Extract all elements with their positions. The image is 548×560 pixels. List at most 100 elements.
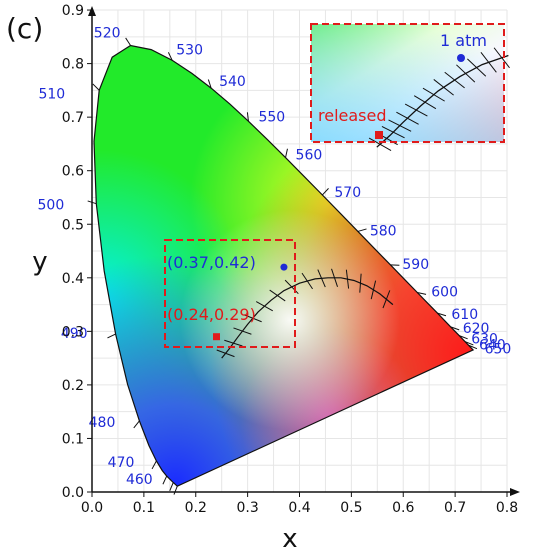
wavelength-label-540: 540 (219, 74, 246, 90)
zoom-region-box (164, 239, 296, 348)
y-axis-title: y (32, 247, 47, 277)
x-axis-ticks: 0.0 0.1 0.2 0.3 0.4 0.5 0.6 0.7 0.8 (81, 492, 518, 516)
planckian-isotherm (317, 269, 326, 288)
inset-isotherm (493, 47, 510, 69)
wavelength-label-510: 510 (38, 86, 65, 102)
locus-tick (151, 460, 157, 470)
x-tick-label: 0.0 (81, 500, 103, 516)
inset-isotherm (456, 64, 476, 83)
x-tick-label: 0.2 (185, 500, 207, 516)
locus-tick (162, 475, 168, 485)
point-label-1atm: (0.37,0.42) (167, 253, 256, 272)
planckian-isotherm (224, 339, 243, 347)
wavelength-label-550: 550 (258, 109, 285, 125)
locus-tick (357, 228, 367, 232)
y-axis-ticks: 0.0 0.1 0.2 0.3 0.4 0.5 0.6 0.7 0.8 0.9 (62, 3, 92, 501)
locus-tick (169, 482, 174, 492)
locus-tick (450, 326, 460, 331)
wavelength-label-500: 500 (38, 198, 65, 214)
wavelength-label-480: 480 (89, 415, 116, 431)
y-tick-label: 0.2 (62, 378, 84, 394)
inset-point-1atm (457, 54, 465, 62)
inset-isotherm (368, 137, 392, 151)
planckian-locus (221, 277, 394, 359)
inset-isotherm (381, 126, 405, 139)
x-tick-label: 0.6 (392, 500, 414, 516)
wavelength-label-590: 590 (402, 257, 429, 273)
inset-isotherm (433, 79, 454, 96)
wavelength-label-460: 460 (126, 472, 153, 488)
planckian-ticks (216, 268, 391, 358)
inset-label-released: released (318, 106, 387, 125)
y-tick-label: 0.8 (62, 57, 84, 73)
planckian-isotherm (359, 273, 362, 293)
wavelength-label-530: 530 (176, 42, 203, 58)
point-1atm (280, 263, 288, 271)
wavelength-label-580: 580 (370, 223, 397, 239)
locus-tick (246, 112, 249, 122)
y-tick-label: 0.6 (62, 164, 84, 180)
inset-label-1atm: 1 atm (440, 31, 487, 50)
planckian-isotherm (233, 327, 252, 335)
locus-tick (173, 485, 178, 495)
x-tick-label: 0.3 (236, 500, 258, 516)
y-tick-label: 0.1 (62, 431, 84, 447)
wavelength-label-470: 470 (108, 455, 135, 471)
y-tick-label: 0.3 (62, 324, 84, 340)
wavelength-label-560: 560 (296, 148, 323, 164)
wavelength-label-650: 650 (485, 341, 512, 357)
inset-frame (310, 23, 505, 143)
y-tick-label: 0.4 (62, 271, 84, 287)
inset-isotherm (467, 58, 487, 77)
y-tick-label: 0.9 (62, 3, 84, 19)
locus-tick (322, 188, 329, 196)
locus-tick (167, 52, 173, 61)
inset-isotherm (413, 95, 437, 110)
point-released (213, 333, 220, 341)
locus-tick (107, 333, 116, 339)
panel-label: (c) (6, 12, 43, 45)
data-points (213, 263, 288, 341)
y-tick-label: 0.5 (62, 217, 84, 233)
locus-tick (459, 335, 468, 340)
inset-isotherm (396, 111, 419, 125)
wavelength-label-600: 600 (431, 285, 458, 301)
locus-tick (92, 83, 100, 91)
planckian-isotherm (269, 289, 286, 302)
locus-tick (207, 79, 212, 89)
inset-point-released (375, 131, 383, 139)
zoom-inset: 1 atm released (310, 23, 510, 151)
point-label-released: (0.24,0.29) (167, 305, 256, 324)
locus-tick (125, 37, 131, 46)
inset-isotherm (388, 119, 412, 132)
y-tick-label: 0.7 (62, 110, 84, 126)
locus-tick (437, 312, 447, 317)
planckian-isotherm (216, 349, 235, 358)
wavelength-label-640: 640 (479, 338, 506, 354)
planckian-isotherm (370, 280, 377, 300)
axes (88, 6, 520, 496)
locus-tick (468, 344, 478, 350)
inset-isotherm (480, 52, 497, 73)
x-tick-label: 0.7 (444, 500, 466, 516)
planckian-isotherm (243, 314, 262, 323)
planckian-isotherm (255, 301, 274, 312)
x-tick-label: 0.4 (288, 500, 310, 516)
x-tick-label: 0.1 (133, 500, 155, 516)
inset-planckian-locus (376, 54, 509, 148)
inset-isotherm (422, 87, 445, 102)
wavelength-label-490: 490 (61, 326, 88, 342)
y-tick-label: 0.0 (62, 485, 84, 501)
locus-tick (285, 148, 288, 158)
inset-isotherm (444, 71, 465, 89)
wavelength-label-630: 630 (471, 332, 498, 348)
inset-isotherm (404, 103, 428, 117)
wavelength-label-570: 570 (334, 185, 361, 201)
locus-tick (464, 341, 474, 346)
planckian-isotherm (284, 279, 299, 295)
x-axis-title: x (282, 524, 297, 554)
planckian-isotherm (345, 269, 350, 289)
wavelength-label-610: 610 (451, 307, 478, 323)
locus-tick (417, 292, 427, 295)
